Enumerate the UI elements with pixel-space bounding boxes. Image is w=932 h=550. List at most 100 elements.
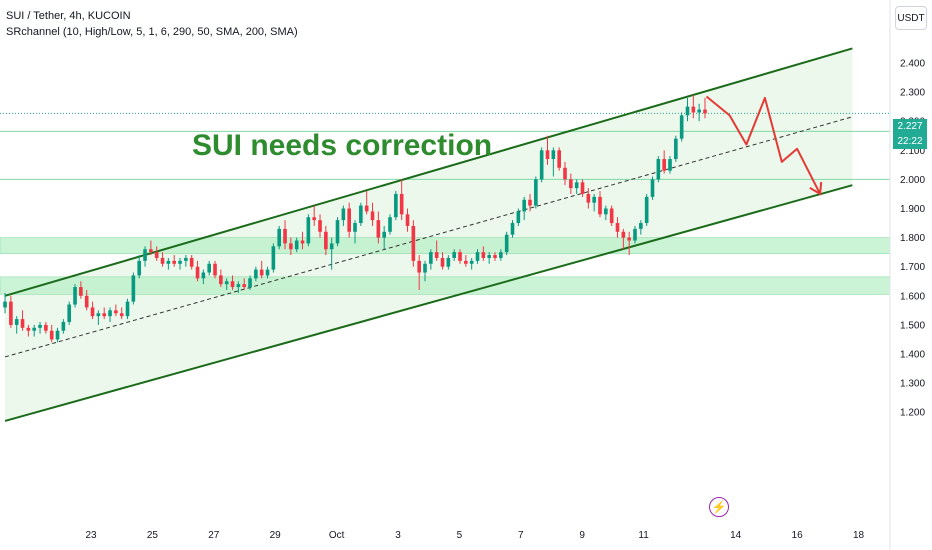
candle[interactable] (55, 327, 60, 343)
candle[interactable] (615, 217, 620, 238)
candle[interactable] (219, 269, 223, 288)
candle[interactable] (364, 191, 369, 215)
candle[interactable] (277, 225, 281, 250)
candle[interactable] (20, 310, 25, 331)
candle[interactable] (318, 214, 322, 238)
candle[interactable] (14, 316, 19, 334)
candle[interactable] (114, 304, 118, 317)
candle[interactable] (446, 255, 451, 270)
candle[interactable] (539, 147, 544, 183)
candle[interactable] (154, 246, 159, 261)
candle[interactable] (329, 237, 334, 270)
candle[interactable] (493, 252, 497, 261)
candle[interactable] (271, 243, 276, 273)
candle[interactable] (172, 255, 177, 267)
candle[interactable] (178, 257, 182, 270)
candle[interactable] (703, 97, 707, 119)
candle[interactable] (236, 281, 241, 293)
candle[interactable] (429, 249, 433, 270)
candle[interactable] (324, 225, 328, 256)
candle[interactable] (335, 217, 340, 247)
candle[interactable] (259, 260, 264, 279)
candle[interactable] (195, 260, 200, 282)
candle[interactable] (516, 208, 521, 226)
candle[interactable] (38, 321, 42, 334)
candle[interactable] (84, 289, 89, 311)
candle[interactable] (3, 292, 7, 314)
candle[interactable] (224, 278, 229, 290)
candle[interactable] (125, 298, 130, 320)
candle[interactable] (9, 295, 13, 328)
candle[interactable] (458, 249, 462, 264)
candle[interactable] (166, 257, 171, 270)
candle[interactable] (598, 191, 602, 218)
candle[interactable] (528, 193, 532, 212)
candle[interactable] (551, 147, 556, 177)
candle[interactable] (248, 275, 252, 290)
candle[interactable] (79, 281, 83, 299)
candle[interactable] (300, 231, 305, 250)
candle[interactable] (265, 266, 270, 279)
candle[interactable] (504, 231, 509, 256)
candle[interactable] (609, 205, 614, 226)
candle[interactable] (510, 220, 515, 238)
candle[interactable] (382, 225, 386, 250)
candle[interactable] (131, 272, 136, 305)
candle[interactable] (230, 275, 235, 290)
candle[interactable] (563, 161, 567, 186)
candle[interactable] (102, 307, 107, 320)
candle[interactable] (691, 95, 696, 119)
candle[interactable] (440, 252, 445, 270)
candle[interactable] (487, 252, 491, 264)
candle[interactable] (633, 225, 637, 244)
candle[interactable] (545, 135, 550, 165)
candle[interactable] (394, 191, 398, 221)
candle[interactable] (499, 249, 503, 261)
candle[interactable] (399, 179, 404, 221)
candle[interactable] (61, 319, 66, 334)
candle[interactable] (119, 307, 124, 320)
candle[interactable] (662, 150, 666, 174)
candle[interactable] (353, 220, 357, 244)
channel-lower-line[interactable] (4, 184, 853, 422)
candle[interactable] (213, 260, 217, 279)
candle[interactable] (283, 220, 287, 250)
candle[interactable] (96, 310, 101, 325)
candle[interactable] (108, 307, 112, 322)
candle[interactable] (347, 202, 351, 238)
candle[interactable] (668, 156, 672, 174)
candle[interactable] (557, 147, 561, 171)
candle[interactable] (73, 284, 77, 308)
candle[interactable] (644, 193, 649, 226)
candle[interactable] (289, 237, 293, 256)
candle[interactable] (580, 179, 585, 197)
candle[interactable] (674, 135, 678, 162)
candle[interactable] (160, 252, 165, 267)
candle[interactable] (679, 112, 684, 142)
candle[interactable] (656, 156, 661, 183)
candle[interactable] (341, 205, 346, 226)
candle[interactable] (627, 231, 631, 256)
candle[interactable] (574, 179, 579, 194)
candle[interactable] (294, 237, 299, 253)
candle[interactable] (464, 255, 468, 267)
candle[interactable] (184, 255, 188, 267)
candle[interactable] (67, 301, 72, 325)
candle[interactable] (207, 260, 212, 276)
candle[interactable] (481, 246, 486, 261)
candle[interactable] (376, 211, 381, 244)
candle[interactable] (388, 214, 392, 235)
candle[interactable] (475, 249, 480, 264)
candle[interactable] (586, 188, 591, 209)
candle[interactable] (201, 269, 206, 285)
candle[interactable] (26, 324, 31, 337)
candle[interactable] (452, 249, 456, 261)
candle[interactable] (569, 173, 573, 194)
candle[interactable] (44, 321, 48, 334)
candle[interactable] (49, 324, 54, 343)
candle[interactable] (621, 228, 626, 250)
candle[interactable] (370, 202, 375, 226)
candle[interactable] (312, 205, 316, 226)
candle[interactable] (90, 301, 95, 320)
